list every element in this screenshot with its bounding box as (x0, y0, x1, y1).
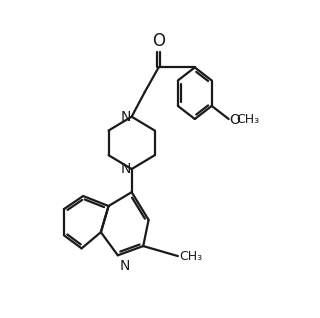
Text: N: N (120, 259, 131, 273)
Text: N: N (121, 162, 131, 176)
Text: N: N (121, 110, 131, 124)
Text: CH₃: CH₃ (236, 113, 260, 126)
Text: O: O (229, 113, 240, 127)
Text: O: O (152, 32, 165, 51)
Text: CH₃: CH₃ (180, 250, 203, 263)
